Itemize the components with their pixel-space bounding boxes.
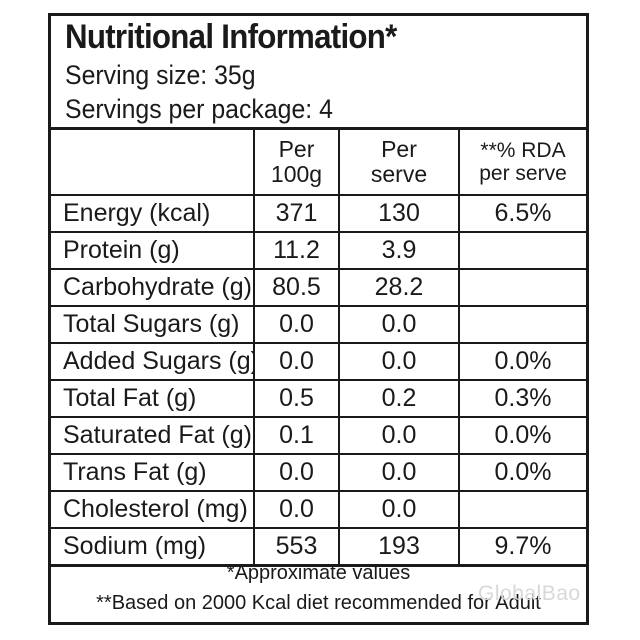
- value-per-100g: 0.0: [253, 305, 340, 344]
- column-header-rda: **% RDA per serve: [458, 130, 586, 196]
- table-header-row: Per 100g Per serve **% RDA per serve: [51, 130, 586, 196]
- nutrient-name: Total Fat (g): [51, 379, 255, 418]
- watermark: GlobalBao: [478, 582, 581, 605]
- nutrient-name: Saturated Fat (g): [51, 416, 255, 455]
- value-rda: 0.0%: [458, 416, 586, 455]
- table-row: Added Sugars (g) 0.0 0.0 0.0%: [51, 342, 586, 381]
- value-rda: [458, 305, 586, 344]
- value-per-100g: 0.5: [253, 379, 340, 418]
- column-header-per-serve: Per serve: [338, 130, 460, 196]
- value-per-100g: 371: [253, 194, 340, 233]
- table-row: Cholesterol (mg) 0.0 0.0: [51, 490, 586, 529]
- value-rda: 6.5%: [458, 194, 586, 233]
- value-per-serve: 0.0: [338, 305, 460, 344]
- nutrient-name: Sodium (mg): [51, 527, 255, 567]
- column-header-line: Per: [381, 136, 417, 162]
- nutrient-name: Added Sugars (g): [51, 342, 255, 381]
- label-header: Nutritional Information* Serving size: 3…: [51, 16, 586, 130]
- value-per-serve: 3.9: [338, 231, 460, 270]
- serving-size: Serving size: 35g: [65, 60, 256, 90]
- value-per-serve: 0.0: [338, 490, 460, 529]
- value-per-serve: 0.0: [338, 342, 460, 381]
- value-per-100g: 0.1: [253, 416, 340, 455]
- table-row: Total Fat (g) 0.5 0.2 0.3%: [51, 379, 586, 418]
- footnote-rda-basis: **Based on 2000 Kcal diet recommended fo…: [96, 592, 541, 614]
- value-per-serve: 193: [338, 527, 460, 567]
- label-footer: *Approximate values **Based on 2000 Kcal…: [51, 554, 586, 618]
- value-rda: 9.7%: [458, 527, 586, 567]
- value-per-100g: 11.2: [253, 231, 340, 270]
- value-rda: 0.0%: [458, 453, 586, 492]
- table-row: Carbohydrate (g) 80.5 28.2: [51, 268, 586, 307]
- nutrient-name: Protein (g): [51, 231, 255, 270]
- value-per-100g: 553: [253, 527, 340, 567]
- value-per-serve: 130: [338, 194, 460, 233]
- column-header-line: Per: [278, 136, 315, 162]
- nutrition-label: Nutritional Information* Serving size: 3…: [48, 13, 589, 625]
- value-per-100g: 0.0: [253, 490, 340, 529]
- value-per-100g: 0.0: [253, 453, 340, 492]
- column-header-line: per serve: [479, 162, 567, 185]
- table-row: Saturated Fat (g) 0.1 0.0 0.0%: [51, 416, 586, 455]
- table-row: Trans Fat (g) 0.0 0.0 0.0%: [51, 453, 586, 492]
- column-header-line: 100g: [270, 161, 323, 187]
- value-per-100g: 0.0: [253, 342, 340, 381]
- footnote-approximate: *Approximate values: [226, 562, 411, 584]
- value-per-serve: 28.2: [338, 268, 460, 307]
- column-header-line: **% RDA: [480, 139, 566, 162]
- nutrient-name: Total Sugars (g): [51, 305, 255, 344]
- nutrient-name: Trans Fat (g): [51, 453, 255, 492]
- table-row: Energy (kcal) 371 130 6.5%: [51, 194, 586, 233]
- nutrient-name: Cholesterol (mg): [51, 490, 255, 529]
- column-header-nutrient: [51, 130, 255, 196]
- label-title: Nutritional Information*: [65, 18, 397, 56]
- table-row: Total Sugars (g) 0.0 0.0: [51, 305, 586, 344]
- value-per-serve: 0.0: [338, 416, 460, 455]
- column-header-per-100g: Per 100g: [253, 130, 340, 196]
- value-rda: 0.3%: [458, 379, 586, 418]
- column-header-line: serve: [370, 161, 428, 187]
- table-row: Protein (g) 11.2 3.9: [51, 231, 586, 270]
- value-per-serve: 0.2: [338, 379, 460, 418]
- value-rda: [458, 268, 586, 307]
- servings-per-package: Servings per package: 4: [65, 94, 333, 124]
- value-rda: [458, 231, 586, 270]
- table-row: Sodium (mg) 553 193 9.7%: [51, 527, 586, 567]
- nutrient-name: Carbohydrate (g): [51, 268, 255, 307]
- value-per-serve: 0.0: [338, 453, 460, 492]
- nutrition-table: Per 100g Per serve **% RDA per serve Ene…: [51, 130, 586, 567]
- value-per-100g: 80.5: [253, 268, 340, 307]
- nutrient-name: Energy (kcal): [51, 194, 255, 233]
- value-rda: [458, 490, 586, 529]
- value-rda: 0.0%: [458, 342, 586, 381]
